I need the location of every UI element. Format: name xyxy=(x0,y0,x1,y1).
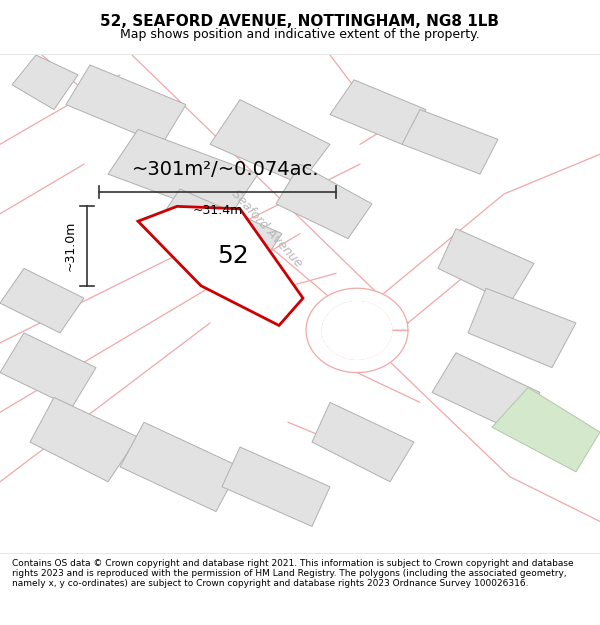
Polygon shape xyxy=(12,55,78,109)
Polygon shape xyxy=(432,352,540,432)
Text: ~301m²/~0.074ac.: ~301m²/~0.074ac. xyxy=(132,159,320,179)
Polygon shape xyxy=(138,206,303,326)
Text: 52, SEAFORD AVENUE, NOTTINGHAM, NG8 1LB: 52, SEAFORD AVENUE, NOTTINGHAM, NG8 1LB xyxy=(101,14,499,29)
Circle shape xyxy=(322,302,392,359)
Polygon shape xyxy=(30,398,138,482)
Polygon shape xyxy=(222,447,330,526)
Polygon shape xyxy=(0,333,96,408)
Text: ~31.4m: ~31.4m xyxy=(193,204,242,217)
Polygon shape xyxy=(438,229,534,303)
Polygon shape xyxy=(468,288,576,368)
Polygon shape xyxy=(492,388,600,472)
Polygon shape xyxy=(120,422,240,511)
Polygon shape xyxy=(330,80,426,144)
Text: Contains OS data © Crown copyright and database right 2021. This information is : Contains OS data © Crown copyright and d… xyxy=(12,559,574,588)
Polygon shape xyxy=(276,164,372,239)
Polygon shape xyxy=(210,99,330,184)
Text: 52: 52 xyxy=(217,244,248,268)
Text: Map shows position and indicative extent of the property.: Map shows position and indicative extent… xyxy=(120,28,480,41)
Text: ~31.0m: ~31.0m xyxy=(63,221,76,271)
Polygon shape xyxy=(66,65,186,144)
Polygon shape xyxy=(312,402,414,482)
Polygon shape xyxy=(150,189,282,278)
Polygon shape xyxy=(108,129,258,219)
Polygon shape xyxy=(0,268,84,333)
Polygon shape xyxy=(402,109,498,174)
Text: Seaford Avenue: Seaford Avenue xyxy=(229,188,305,270)
Polygon shape xyxy=(306,288,408,372)
